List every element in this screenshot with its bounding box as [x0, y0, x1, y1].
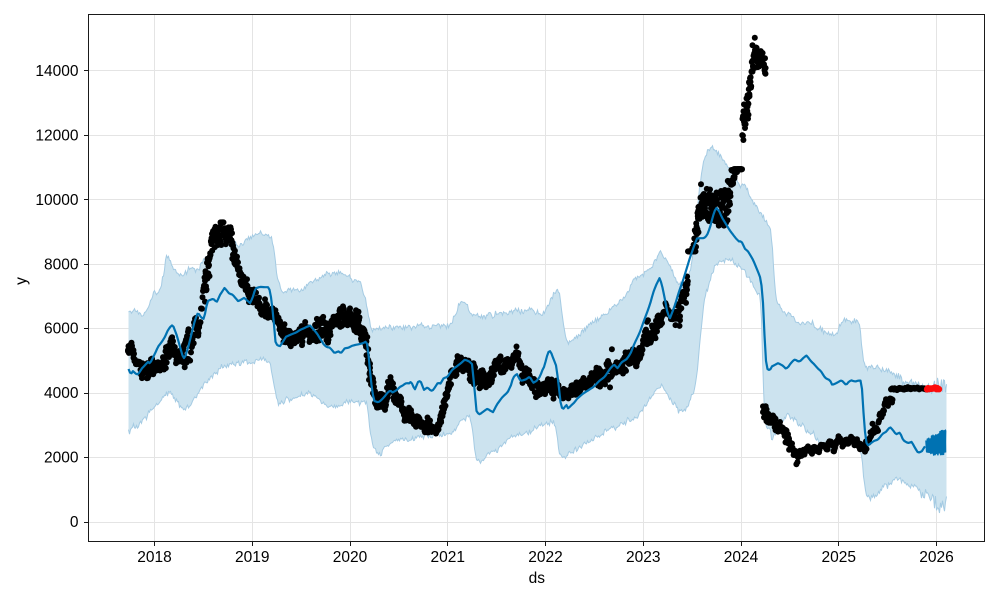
svg-text:2025: 2025 — [822, 549, 856, 566]
svg-text:ds: ds — [529, 570, 546, 587]
svg-text:2026: 2026 — [919, 549, 953, 566]
svg-text:2022: 2022 — [528, 549, 562, 566]
svg-text:y: y — [13, 277, 30, 285]
svg-text:0: 0 — [70, 514, 79, 531]
svg-text:12000: 12000 — [35, 127, 78, 144]
svg-text:2023: 2023 — [626, 549, 660, 566]
svg-text:2018: 2018 — [137, 549, 171, 566]
svg-text:10000: 10000 — [35, 192, 78, 209]
svg-text:2024: 2024 — [724, 549, 759, 566]
svg-text:2020: 2020 — [333, 549, 368, 566]
svg-text:2000: 2000 — [44, 450, 79, 467]
svg-text:2021: 2021 — [431, 549, 465, 566]
svg-text:6000: 6000 — [44, 321, 79, 338]
svg-text:4000: 4000 — [44, 385, 79, 402]
svg-text:2019: 2019 — [235, 549, 269, 566]
svg-text:8000: 8000 — [44, 256, 79, 273]
svg-text:14000: 14000 — [35, 63, 78, 80]
